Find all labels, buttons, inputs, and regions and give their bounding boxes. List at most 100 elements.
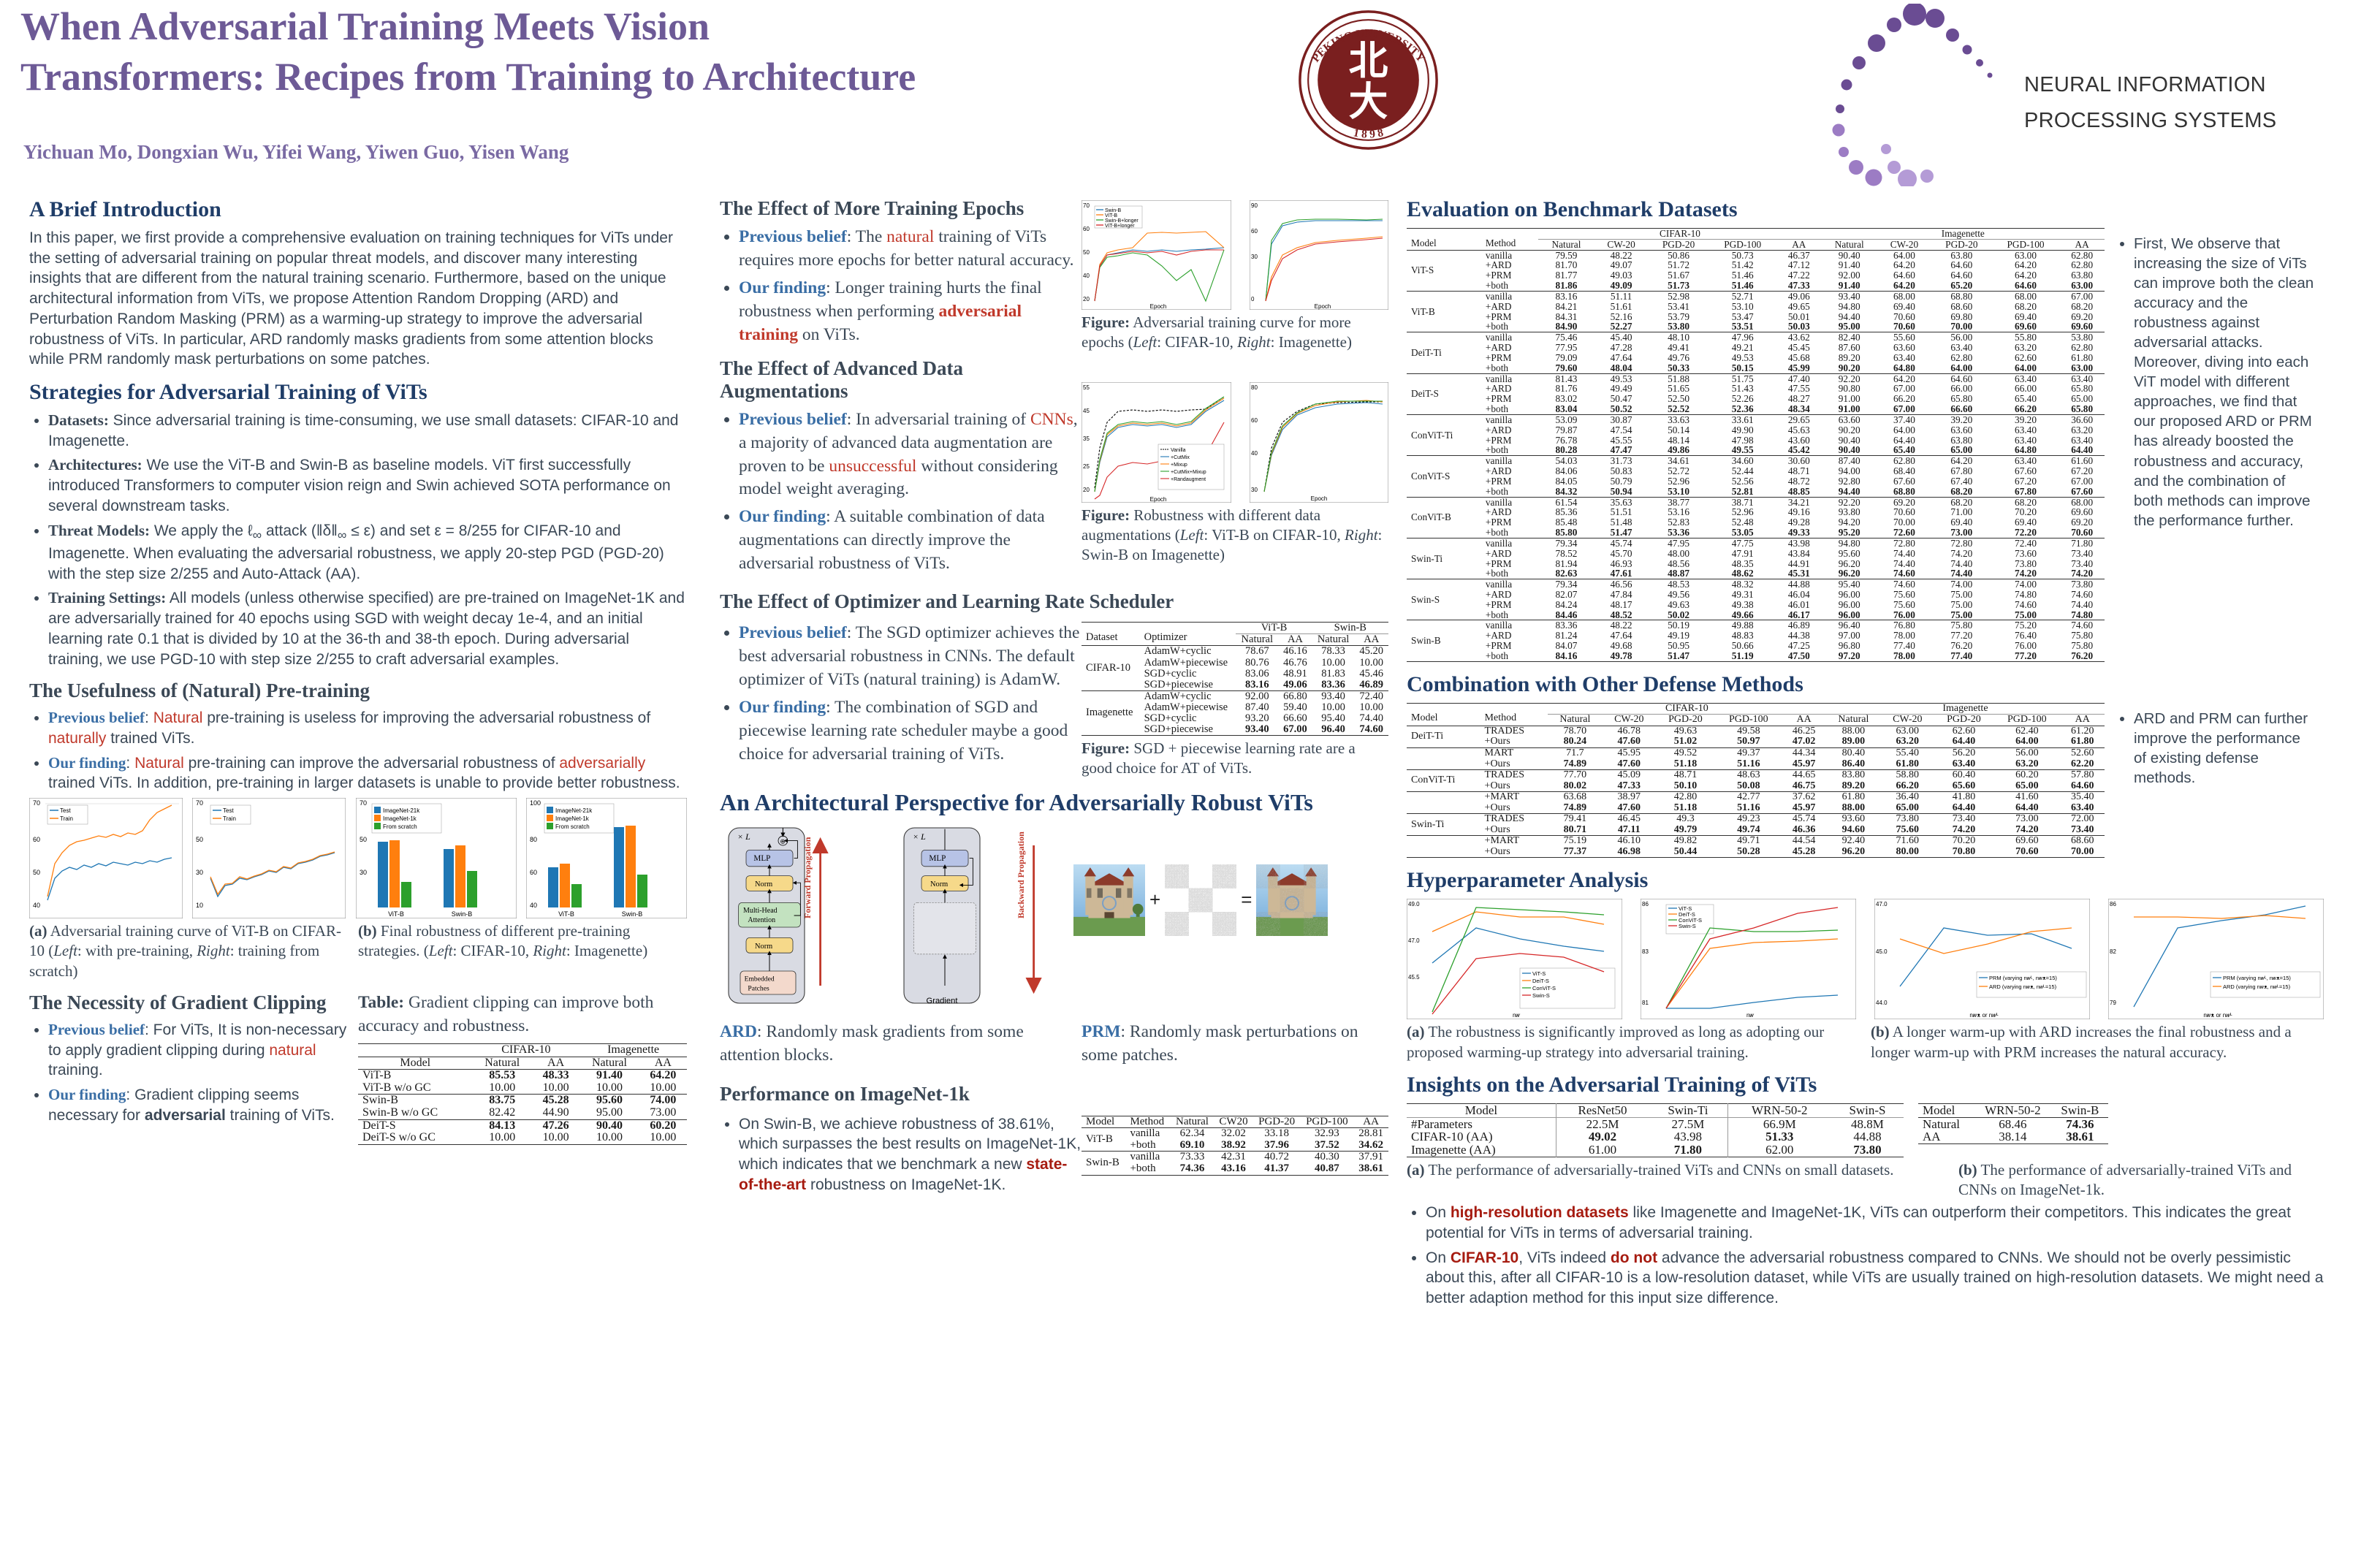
svg-text:60: 60 [1251,417,1258,424]
svg-text:82: 82 [2110,948,2116,955]
svg-text:ViT-S: ViT-S [1532,970,1546,977]
svg-text:大: 大 [1349,80,1388,124]
svg-text:ARD (varying n𝑤ᴥ, n𝑤ᴸ=15): ARD (varying n𝑤ᴥ, n𝑤ᴸ=15) [2223,983,2291,990]
svg-text:Train: Train [223,815,236,822]
svg-text:ImageNet-1k: ImageNet-1k [383,815,417,822]
svg-text:Epoch: Epoch [1150,303,1167,310]
svg-text:49.0: 49.0 [1408,901,1420,907]
svg-text:50: 50 [196,836,203,843]
svg-text:10: 10 [196,902,203,909]
svg-text:NEURAL INFORMATION: NEURAL INFORMATION [2024,73,2266,96]
svg-text:Backward Propagation: Backward Propagation [1016,831,1026,918]
svg-text:From scratch: From scratch [555,823,590,830]
svg-text:Vanilla: Vanilla [1171,448,1186,453]
svg-text:Swin-B+longer: Swin-B+longer [1105,218,1139,224]
svg-text:20: 20 [1083,296,1090,302]
svg-text:80: 80 [530,836,537,843]
svg-text:+Randaugment: +Randaugment [1171,477,1206,482]
svg-text:n𝑤: n𝑤 [1746,1012,1754,1019]
svg-text:Forward Propagation: Forward Propagation [802,837,813,918]
svg-text:45.5: 45.5 [1408,974,1420,981]
svg-text:50: 50 [360,836,367,843]
svg-text:n𝑤ᴥ or n𝑤ᴸ: n𝑤ᴥ or n𝑤ᴸ [2203,1012,2232,1019]
svg-text:70: 70 [1083,202,1090,209]
svg-text:Swin-S: Swin-S [1679,923,1696,929]
svg-text:Multi-Head: Multi-Head [743,907,778,915]
svg-text:35: 35 [1083,435,1090,442]
svg-text:60: 60 [530,869,537,876]
svg-text:1 8 9 8: 1 8 9 8 [1352,126,1384,140]
svg-text:+CutMix: +CutMix [1171,455,1190,460]
svg-text:n𝑤ᴥ or n𝑤ᴸ: n𝑤ᴥ or n𝑤ᴸ [1969,1012,1998,1019]
svg-text:Norm: Norm [755,942,772,950]
svg-text:79: 79 [2110,1000,2116,1006]
svg-text:北: 北 [1349,39,1388,83]
svg-text:Swin-B: Swin-B [622,910,643,918]
svg-text:Test: Test [60,807,71,814]
svg-text:55: 55 [1083,384,1090,391]
svg-text:Epoch: Epoch [1311,495,1328,502]
svg-text:70: 70 [196,799,203,807]
svg-text:PRM (varying n𝑤ᴸ, n𝑤ᴥ=15): PRM (varying n𝑤ᴸ, n𝑤ᴥ=15) [1989,975,2057,981]
svg-text:70: 70 [360,799,367,807]
svg-text:44.0: 44.0 [1876,1000,1888,1006]
svg-text:60: 60 [33,836,40,843]
svg-text:25: 25 [1083,463,1090,470]
svg-text:30: 30 [196,869,203,876]
svg-text:ImageNet-1k: ImageNet-1k [555,815,590,822]
svg-text:20: 20 [1083,487,1090,493]
svg-text:PROCESSING SYSTEMS: PROCESSING SYSTEMS [2024,109,2276,132]
svg-text:ViT-B: ViT-B [1105,213,1117,218]
svg-text:+CutMix+Mixup: +CutMix+Mixup [1171,470,1206,475]
svg-text:40: 40 [1083,273,1090,279]
svg-text:45.0: 45.0 [1876,948,1888,955]
svg-text:× L: × L [913,831,926,842]
svg-text:80: 80 [1251,384,1258,391]
svg-text:Gradient: Gradient [927,997,959,1005]
svg-text:Train: Train [60,815,73,822]
svg-text:Test: Test [223,807,234,814]
svg-text:45: 45 [1083,408,1090,414]
svg-text:81: 81 [1642,1000,1649,1006]
svg-text:× L: × L [737,831,750,842]
svg-text:Epoch: Epoch [1150,496,1167,503]
svg-text:40: 40 [530,902,537,909]
svg-text:n𝑤: n𝑤 [1513,1012,1520,1019]
svg-text:ViT-B+longer: ViT-B+longer [1105,224,1135,229]
svg-text:MLP: MLP [929,853,946,862]
svg-text:Swin-B: Swin-B [1105,208,1122,213]
svg-text:70: 70 [33,799,40,807]
svg-text:30: 30 [1251,487,1258,493]
svg-text:83: 83 [1642,948,1649,955]
svg-text:+Mixup: +Mixup [1171,463,1187,468]
svg-text:50: 50 [33,869,40,876]
svg-text:Norm: Norm [755,880,772,888]
svg-text:Swin-S: Swin-S [1532,992,1550,999]
svg-text:ARD (varying n𝑤ᴥ, n𝑤ᴸ=15): ARD (varying n𝑤ᴥ, n𝑤ᴸ=15) [1989,983,2057,990]
svg-text:30: 30 [1251,254,1258,260]
svg-text:Attention: Attention [748,916,775,924]
svg-text:ImageNet-21k: ImageNet-21k [383,807,420,814]
svg-text:Patches: Patches [748,984,769,992]
svg-text:86: 86 [1642,901,1649,907]
svg-text:60: 60 [1251,228,1258,235]
svg-text:0: 0 [1251,296,1255,302]
svg-text:100: 100 [530,799,541,807]
svg-text:ImageNet-21k: ImageNet-21k [555,807,593,814]
svg-text:90: 90 [1251,202,1258,209]
svg-text:Norm: Norm [930,880,948,888]
svg-text:40: 40 [33,902,40,909]
svg-text:40: 40 [1251,450,1258,457]
svg-text:DeiT-S: DeiT-S [1532,978,1549,984]
svg-text:ViT-B: ViT-B [558,910,574,918]
svg-text:86: 86 [2110,901,2116,907]
svg-text:60: 60 [1083,226,1090,232]
svg-text:47.0: 47.0 [1876,901,1888,907]
svg-text:ViT-B: ViT-B [388,910,404,918]
svg-text:Epoch: Epoch [1315,303,1331,310]
svg-text:50: 50 [1083,249,1090,256]
svg-text:PRM (varying n𝑤ᴸ, n𝑤ᴥ=15): PRM (varying n𝑤ᴸ, n𝑤ᴥ=15) [2223,975,2291,981]
svg-text:⊕: ⊕ [780,837,785,845]
svg-text:Swin-B: Swin-B [451,910,472,918]
svg-text:Embedded: Embedded [745,975,775,983]
